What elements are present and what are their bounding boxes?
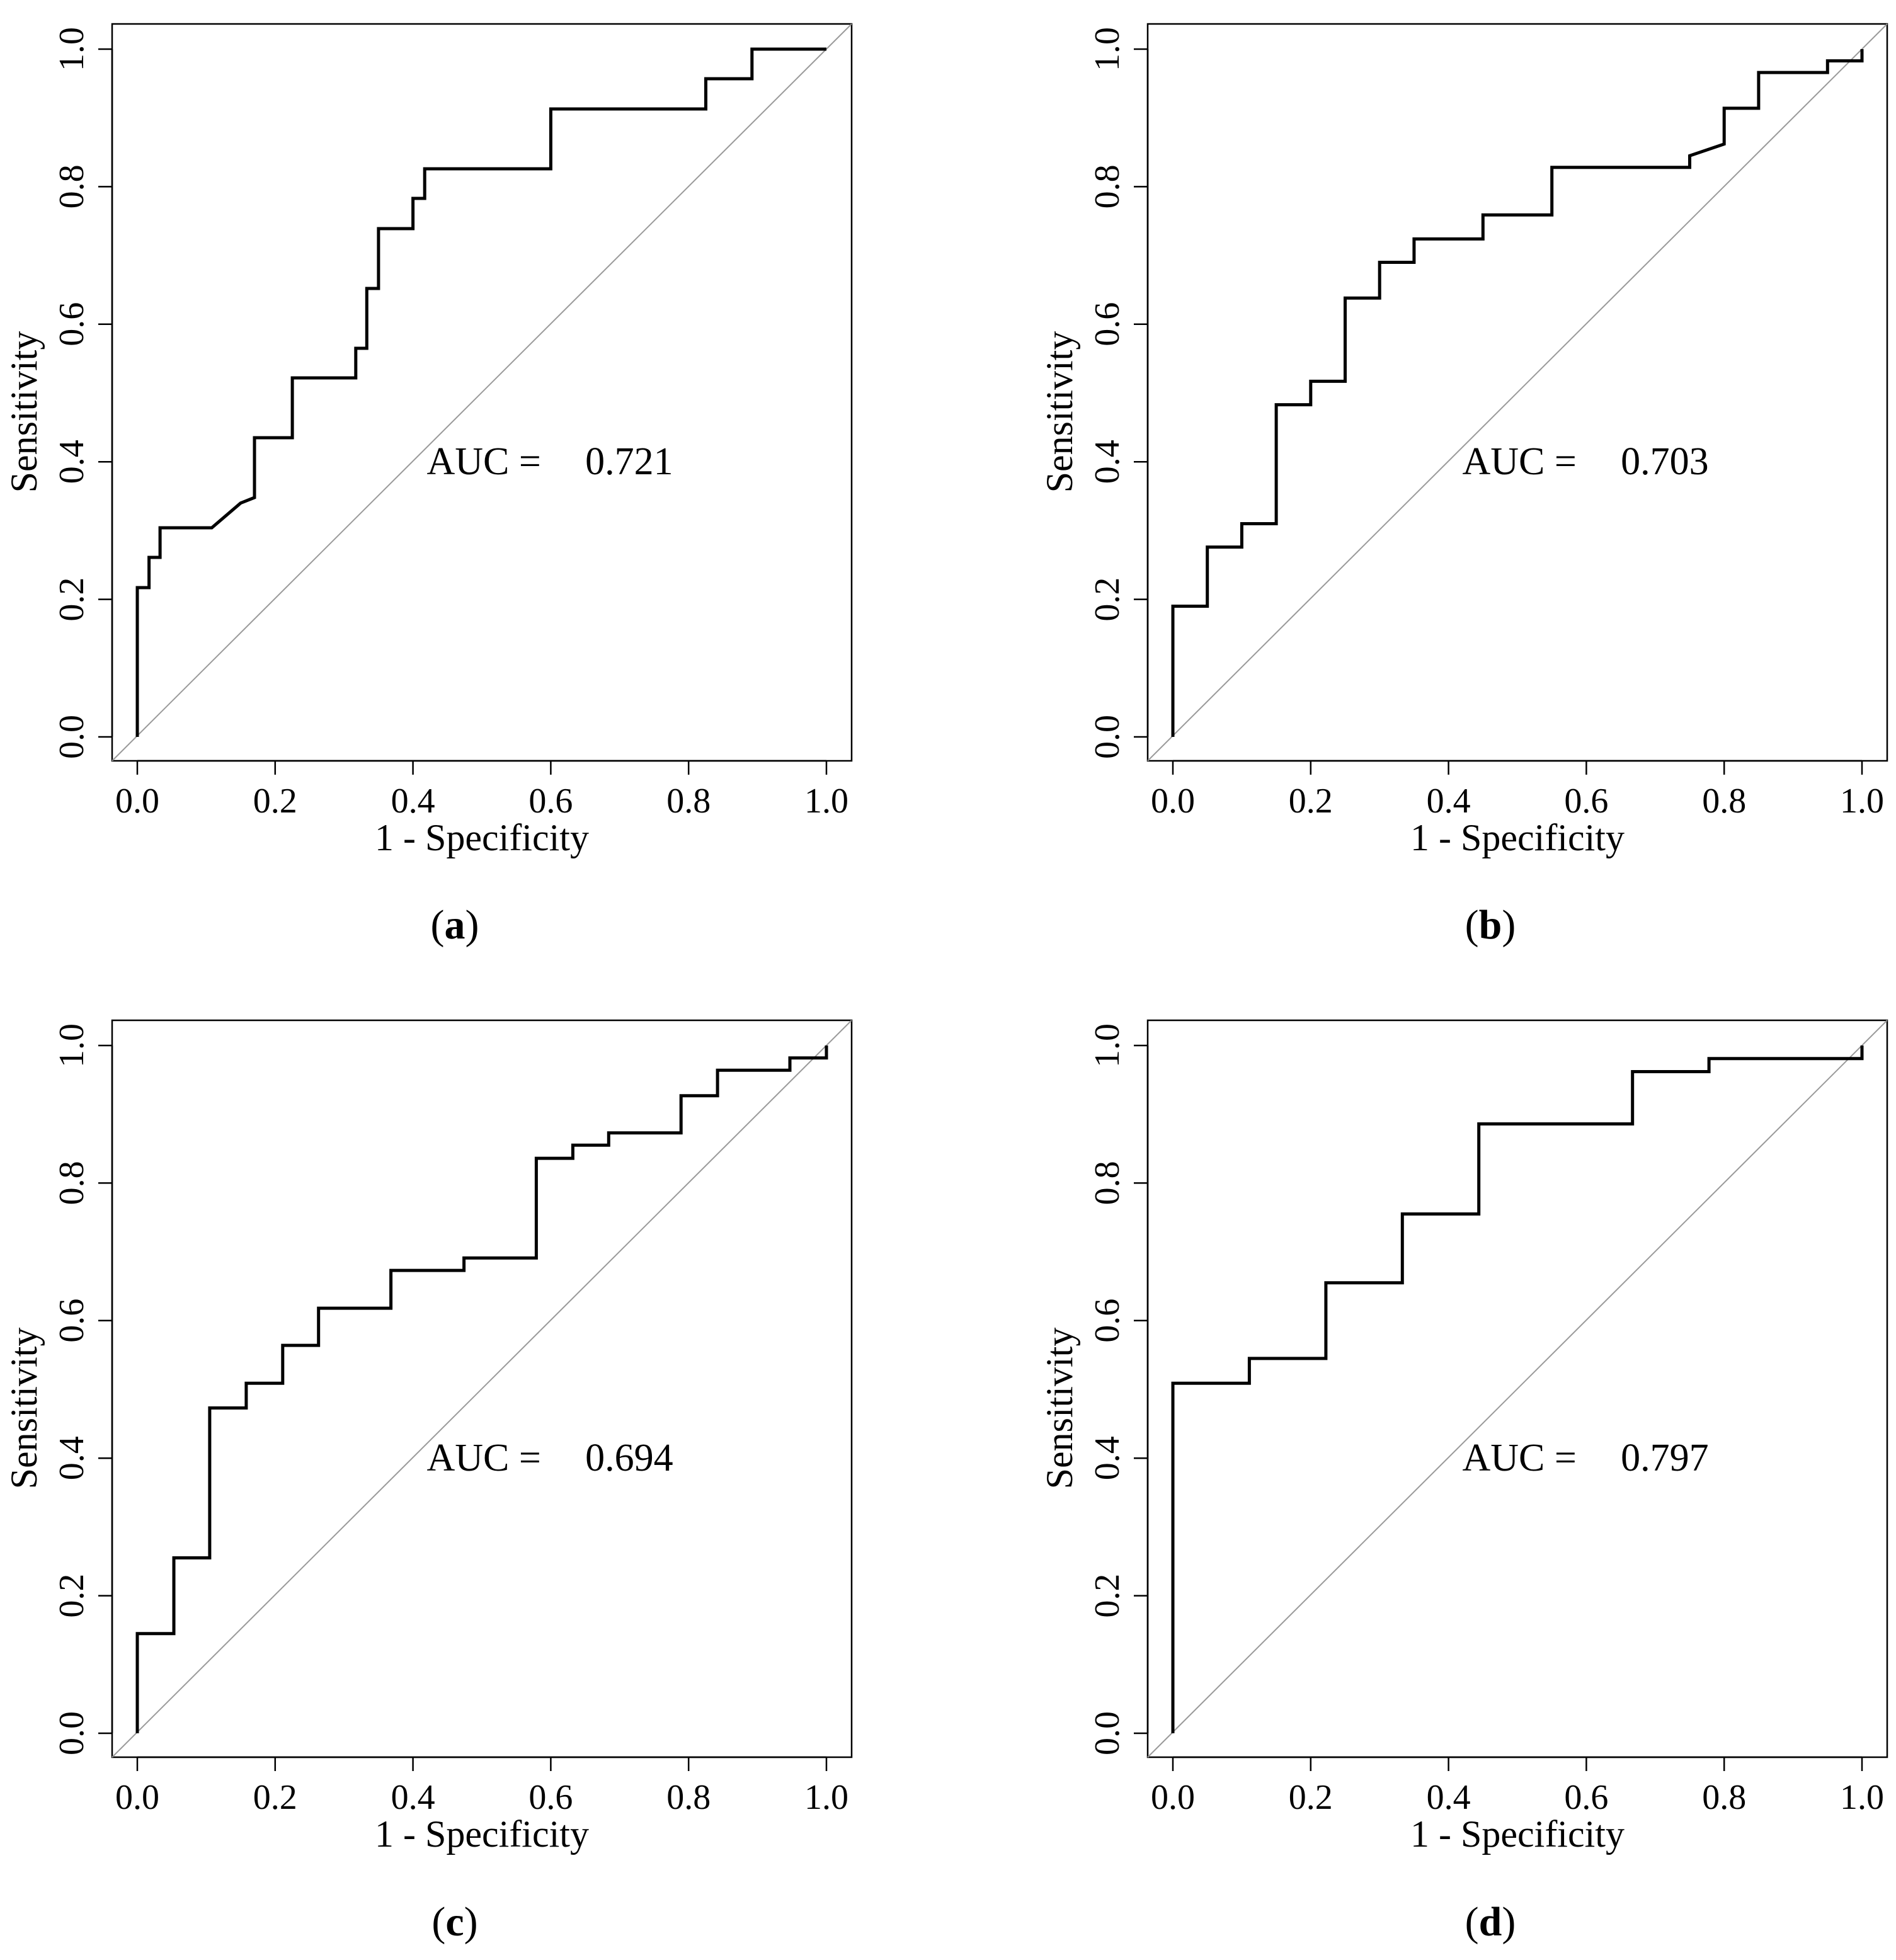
x-tick-label: 1.0 [1840, 782, 1884, 821]
panel-caption: (a) [431, 902, 479, 948]
x-axis-title: 1 - Specificity [375, 817, 589, 858]
caption-close-paren: ) [1502, 1899, 1516, 1945]
caption-close-paren: ) [465, 902, 479, 948]
y-tick-label: 0.4 [1088, 440, 1127, 484]
y-tick-label: 0.6 [1088, 1299, 1127, 1343]
x-tick-label: 0.8 [666, 1778, 711, 1817]
caption-letter: a [445, 902, 465, 948]
y-tick-label: 0.8 [52, 164, 91, 208]
y-tick-label: 0.0 [52, 715, 91, 759]
y-tick-label: 1.0 [1088, 1023, 1127, 1068]
y-tick-label: 0.6 [1088, 302, 1127, 346]
x-tick-label: 0.6 [528, 782, 573, 821]
x-tick-label: 0.8 [666, 782, 711, 821]
y-tick-label: 0.2 [1088, 1574, 1127, 1618]
x-tick-label: 0.4 [391, 782, 435, 821]
caption-open-paren: ( [431, 1899, 445, 1945]
y-tick-label: 0.6 [52, 1299, 91, 1343]
x-tick-label: 0.4 [391, 1778, 435, 1817]
reference-diagonal [1147, 23, 1888, 761]
roc-curve [1171, 1046, 1864, 1733]
x-axis-title: 1 - Specificity [1410, 1813, 1625, 1855]
y-axis-title: Sensitivity [1039, 331, 1080, 493]
roc-panel-c: 0.0 0.2 0.4 0.6 0.8 1.0 1 - Specificity 0.0 0.2 0… [3, 1019, 853, 1855]
caption-close-paren: ) [464, 1899, 478, 1945]
auc-label: AUC = [426, 1437, 540, 1479]
y-axis-title: Sensitivity [1039, 1328, 1080, 1490]
roc-curve [1171, 49, 1864, 737]
x-tick-label: 0.0 [1151, 1778, 1195, 1817]
auc-value: 0.721 [585, 440, 673, 483]
caption-close-paren: ) [1502, 902, 1516, 948]
auc-label: AUC = [1462, 1437, 1576, 1479]
x-tick-label: 0.2 [253, 1778, 297, 1817]
panel-caption: (b) [1465, 902, 1516, 948]
roc-panel-a: 0.0 0.2 0.4 0.6 0.8 1.0 1 - Specificity 0.0 0.2 0… [3, 23, 853, 858]
roc-curve [135, 47, 826, 737]
roc-panel-b: 0.0 0.2 0.4 0.6 0.8 1.0 1 - Specificity 0.0 0.2 0… [1039, 23, 1888, 858]
y-tick-label: 1.0 [52, 27, 91, 71]
y-tick-label: 0.4 [52, 440, 91, 484]
caption-letter: b [1479, 902, 1502, 948]
x-tick-label: 0.8 [1702, 1778, 1746, 1817]
x-tick-label: 0.2 [1289, 1778, 1333, 1817]
x-tick-label: 0.0 [1151, 782, 1195, 821]
y-tick-label: 0.0 [1088, 715, 1127, 759]
y-tick-label: 0.0 [1088, 1711, 1127, 1755]
auc-label: AUC = [426, 440, 540, 483]
auc-label: AUC = [1462, 440, 1576, 483]
y-tick-label: 0.2 [52, 578, 91, 622]
y-tick-label: 0.8 [52, 1161, 91, 1205]
x-tick-label: 1.0 [804, 1778, 848, 1817]
caption-open-paren: ( [1465, 1899, 1479, 1945]
y-tick-label: 1.0 [52, 1023, 91, 1068]
x-tick-label: 0.6 [528, 1778, 573, 1817]
y-tick-label: 0.6 [52, 302, 91, 346]
x-axis-title: 1 - Specificity [1410, 817, 1625, 858]
y-axis-title: Sensitivity [3, 1328, 45, 1490]
roc-curve [135, 1046, 828, 1733]
x-tick-label: 0.8 [1702, 782, 1746, 821]
auc-value: 0.703 [1621, 440, 1709, 483]
x-tick-label: 0.2 [1289, 782, 1333, 821]
y-axis-title: Sensitivity [3, 331, 45, 493]
auc-value: 0.797 [1621, 1437, 1709, 1479]
x-tick-label: 0.4 [1427, 782, 1471, 821]
roc-panel-d: 0.0 0.2 0.4 0.6 0.8 1.0 1 - Specificity 0.0 0.2 0… [1039, 1019, 1888, 1855]
x-axis-title: 1 - Specificity [375, 1813, 589, 1855]
caption-open-paren: ( [1465, 902, 1479, 948]
x-tick-label: 0.0 [115, 1778, 159, 1817]
y-tick-label: 0.0 [52, 1711, 91, 1755]
x-tick-label: 0.2 [253, 782, 297, 821]
caption-open-paren: ( [431, 902, 445, 948]
x-tick-label: 1.0 [804, 782, 848, 821]
y-tick-label: 0.2 [52, 1574, 91, 1618]
y-tick-label: 1.0 [1088, 27, 1127, 71]
x-tick-label: 1.0 [1840, 1778, 1884, 1817]
x-tick-label: 0.6 [1564, 782, 1608, 821]
panel-caption: (c) [431, 1899, 477, 1945]
reference-diagonal [111, 1020, 852, 1758]
y-tick-label: 0.4 [1088, 1436, 1127, 1480]
auc-value: 0.694 [585, 1437, 673, 1479]
y-tick-label: 0.4 [52, 1436, 91, 1480]
y-tick-label: 0.8 [1088, 164, 1127, 208]
caption-letter: c [445, 1899, 464, 1945]
caption-letter: d [1479, 1899, 1502, 1945]
panel-caption: (d) [1465, 1899, 1516, 1945]
reference-diagonal [1147, 1020, 1888, 1758]
x-tick-label: 0.6 [1564, 1778, 1608, 1817]
y-tick-label: 0.8 [1088, 1161, 1127, 1205]
reference-diagonal [111, 23, 852, 761]
x-tick-label: 0.4 [1427, 1778, 1471, 1817]
x-tick-label: 0.0 [115, 782, 159, 821]
y-tick-label: 0.2 [1088, 578, 1127, 622]
